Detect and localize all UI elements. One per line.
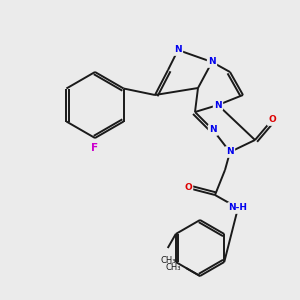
Text: N: N <box>208 58 216 67</box>
Text: N: N <box>226 148 234 157</box>
Text: O: O <box>268 116 276 124</box>
Text: CH₃: CH₃ <box>160 256 176 265</box>
Text: CH₃: CH₃ <box>166 263 181 272</box>
Text: N: N <box>209 125 217 134</box>
Text: N-H: N-H <box>229 203 247 212</box>
Text: O: O <box>184 184 192 193</box>
Text: N: N <box>174 46 182 55</box>
Text: F: F <box>92 144 98 154</box>
Text: F: F <box>92 143 99 153</box>
Text: N: N <box>214 100 222 109</box>
